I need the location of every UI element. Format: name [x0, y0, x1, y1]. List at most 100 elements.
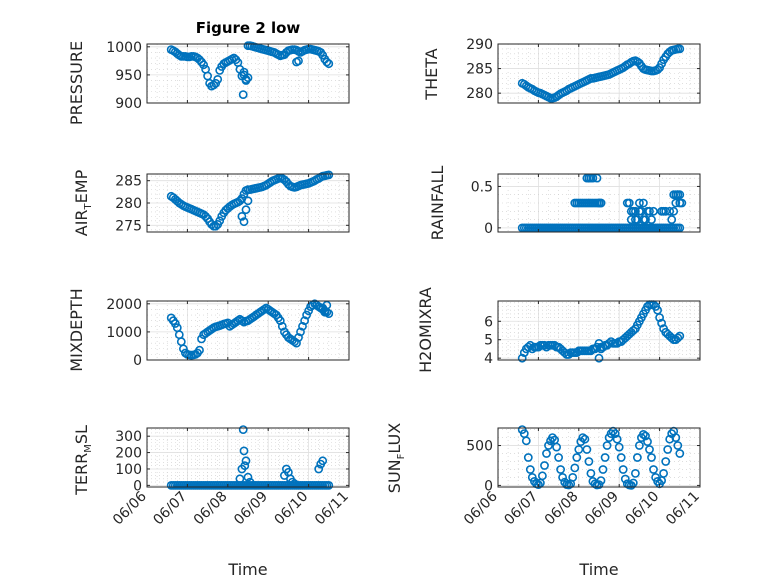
- data-point: [641, 215, 650, 224]
- y-axis-label: MIXDEPTH: [67, 288, 86, 371]
- data-point: [643, 437, 652, 446]
- data-point: [647, 215, 656, 224]
- data-point: [624, 198, 634, 208]
- data-point: [558, 472, 567, 482]
- data-point: [639, 429, 648, 439]
- data-point: [170, 319, 180, 328]
- y-axis-label-part: PRESSURE: [67, 41, 86, 125]
- axes-frame: [146, 43, 350, 104]
- data-point: [669, 206, 679, 216]
- data-point: [610, 429, 620, 438]
- axes-frame: [497, 173, 701, 233]
- data-point: [663, 445, 673, 454]
- data-point: [635, 441, 644, 450]
- data-point: [568, 472, 578, 482]
- data-point: [626, 215, 636, 224]
- subplot-5: 0 1000 2000 MIXDEPTH: [67, 288, 350, 372]
- data-point: [239, 446, 249, 456]
- y-tick-label: 500: [466, 439, 493, 455]
- data-point: [639, 198, 648, 208]
- y-tick-label: 275: [115, 218, 142, 234]
- data-point: [594, 353, 604, 363]
- data-point: [215, 216, 225, 226]
- scatter-series: [166, 299, 334, 360]
- y-tick-label: 285: [466, 62, 493, 78]
- y-axis-label: AIRTEMP: [72, 169, 94, 236]
- data-point: [675, 331, 685, 341]
- data-point: [277, 321, 287, 331]
- data-point: [661, 457, 671, 466]
- x-axis-label: Time: [227, 560, 267, 579]
- y-axis-label-part: EMP: [72, 169, 91, 203]
- data-point: [631, 206, 640, 216]
- y-tick-label: 0.5: [471, 179, 493, 195]
- subplot-1: 900 950 1000 PRESSURE Figure 2 low: [67, 19, 350, 125]
- data-point: [548, 433, 557, 442]
- data-point: [538, 471, 547, 481]
- data-point: [542, 449, 551, 458]
- data-point: [570, 463, 580, 473]
- y-axis-label-part: TERR: [72, 453, 91, 496]
- subplot-6: 4 5 6 H2OMIXRA: [416, 287, 701, 373]
- data-point: [296, 327, 305, 337]
- data-point: [302, 310, 311, 320]
- subplot-2: 280 285 290 THETA: [422, 37, 701, 104]
- data-point: [245, 477, 255, 487]
- data-point: [653, 476, 662, 486]
- axes-frame: [497, 43, 701, 104]
- data-point: [322, 300, 332, 310]
- data-point: [649, 465, 658, 474]
- y-axis-label-part: LUX: [385, 423, 404, 454]
- data-point: [275, 316, 285, 326]
- data-point: [633, 215, 642, 224]
- data-point: [598, 465, 608, 474]
- data-point: [631, 468, 640, 478]
- y-tick-label: 300: [115, 429, 142, 445]
- y-tick-label: 290: [466, 37, 493, 53]
- data-point: [649, 206, 658, 216]
- data-point: [521, 436, 531, 446]
- y-axis-label-part: H2OMIXRA: [416, 287, 435, 373]
- data-point: [544, 441, 553, 450]
- data-point: [635, 198, 644, 208]
- axes-frame: [146, 300, 350, 361]
- subplot-4: 0 0.5 RAINFALL: [428, 166, 701, 240]
- y-axis-label-part: THETA: [422, 48, 441, 100]
- data-point: [243, 472, 253, 482]
- axes-frame: [497, 300, 701, 361]
- y-tick-label: 0: [133, 353, 142, 369]
- y-axis-label-subscript: T: [83, 202, 94, 210]
- data-point: [243, 196, 253, 206]
- scatter-series: [166, 170, 334, 231]
- data-point: [596, 476, 606, 485]
- data-point: [241, 75, 251, 84]
- data-point: [665, 206, 675, 216]
- data-point: [300, 316, 309, 326]
- scatter-series: [517, 425, 685, 490]
- y-axis-label: SUNFLUX: [385, 423, 407, 493]
- data-point: [671, 433, 681, 442]
- data-point: [655, 313, 664, 322]
- scatter-series: [517, 173, 687, 233]
- y-axis-label: TERRMSL: [72, 425, 94, 496]
- y-tick-label: 285: [115, 174, 142, 190]
- y-tick-label: 200: [115, 446, 142, 462]
- data-point: [602, 441, 612, 450]
- data-point: [582, 445, 592, 454]
- data-point: [659, 468, 668, 478]
- data-point: [600, 453, 610, 462]
- data-point: [667, 333, 677, 343]
- data-point: [616, 453, 626, 462]
- data-point: [287, 477, 297, 487]
- data-point: [578, 433, 588, 442]
- data-point: [556, 465, 565, 474]
- data-point: [294, 56, 303, 66]
- data-point: [574, 445, 584, 454]
- data-point: [241, 205, 251, 215]
- data-point: [637, 206, 646, 216]
- data-point: [199, 60, 208, 70]
- data-point: [238, 90, 248, 99]
- data-point: [677, 198, 687, 208]
- data-point: [580, 434, 590, 444]
- data-point: [525, 465, 535, 474]
